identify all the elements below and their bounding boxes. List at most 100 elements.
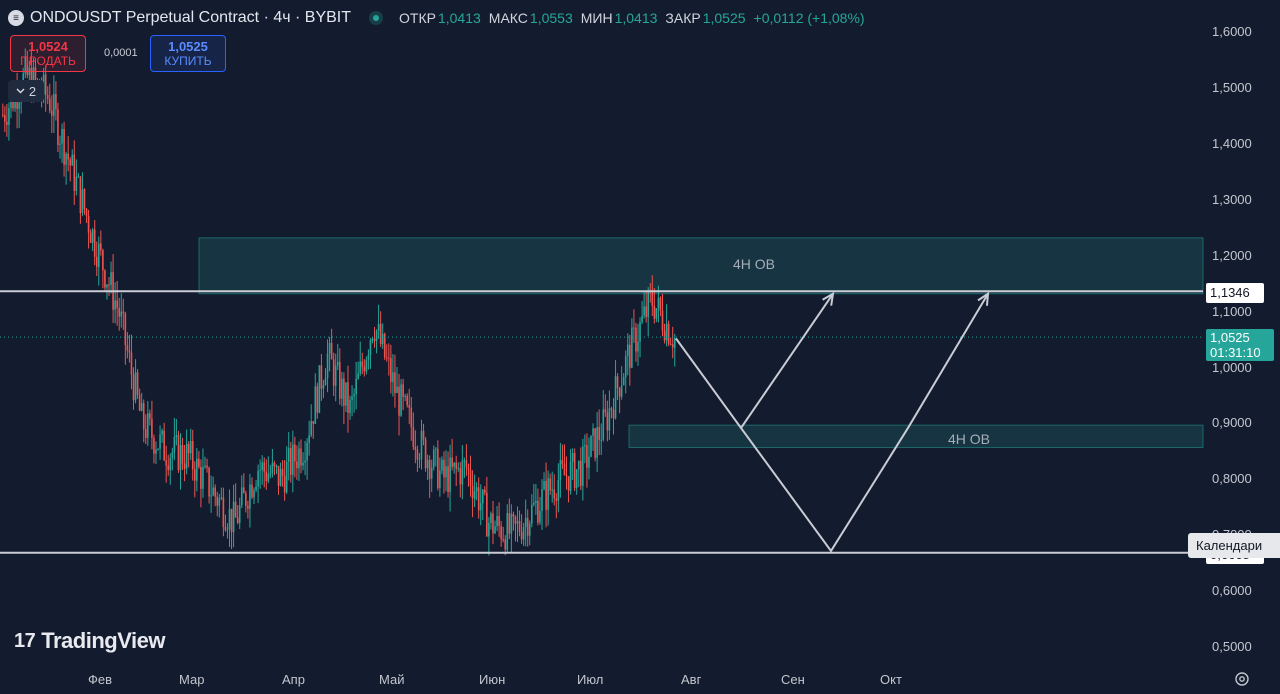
candle-body: [87, 215, 90, 233]
candle-body: [598, 427, 600, 441]
time-tick: Мар: [179, 672, 205, 687]
candle-body: [667, 323, 670, 344]
candle-body: [351, 396, 353, 400]
candle-body: [210, 495, 212, 497]
candle-body: [588, 456, 590, 468]
candle-body: [61, 128, 63, 144]
candle-body: [528, 523, 531, 536]
candle-body: [567, 476, 570, 491]
candle-body: [114, 300, 116, 310]
price-axis[interactable]: 1,6000 1,5000 1,4000 1,3000 1,2000 1,100…: [1203, 0, 1280, 666]
candle-body: [661, 310, 664, 331]
candle-body: [647, 291, 650, 318]
candle-body: [169, 457, 172, 471]
candle-body: [136, 372, 139, 395]
candle-body: [398, 386, 400, 416]
time-axis[interactable]: Фев Мар Апр Май Июн Июл Авг Сен Окт: [0, 666, 1203, 694]
candle-body: [645, 306, 647, 318]
candle-body: [600, 439, 603, 441]
candle-body: [332, 359, 335, 386]
candle-body: [271, 462, 274, 474]
candle-body: [555, 498, 558, 501]
candle-body: [157, 448, 159, 450]
candle-body: [396, 386, 398, 394]
candle-body: [189, 440, 192, 454]
candle-body: [97, 243, 100, 267]
candle-body: [469, 469, 472, 486]
candle-body: [465, 460, 468, 468]
market-status-icon[interactable]: [369, 11, 384, 25]
lower-ob-label[interactable]: 4H OB: [948, 431, 991, 447]
candle-body: [93, 229, 96, 257]
candle-body: [590, 435, 592, 457]
candle-body: [226, 529, 229, 531]
candle-body: [651, 291, 654, 306]
candle-body: [639, 322, 641, 342]
symbol-header: ≡ ONDOUSDT Perpetual Contract · 4ч · BYB…: [8, 7, 873, 29]
candle-body: [57, 109, 59, 145]
tradingview-logo[interactable]: 17 TradingView: [14, 628, 165, 654]
candle-body: [202, 467, 204, 489]
candle-body: [451, 457, 453, 467]
candle-body: [265, 471, 268, 482]
candle-body: [441, 459, 443, 471]
candle-body: [171, 452, 174, 458]
candle-body: [44, 74, 47, 95]
candle-body: [328, 342, 331, 354]
candle-body: [416, 449, 419, 460]
candle-body: [361, 361, 364, 367]
candle-body: [655, 308, 658, 319]
close-value: 1,0525: [702, 10, 746, 26]
candle-body: [106, 284, 108, 288]
low-value: 1,0413: [614, 10, 658, 26]
candle-body: [434, 448, 437, 450]
candle-body: [502, 539, 504, 541]
candle-body: [524, 517, 527, 527]
upper-ob-label[interactable]: 4H OB: [733, 256, 776, 272]
indicators-collapse-button[interactable]: 2: [8, 80, 44, 102]
symbol-title[interactable]: ONDOUSDT Perpetual Contract · 4ч · BYBIT: [30, 9, 352, 26]
time-tick: Окт: [880, 672, 902, 687]
candle-body: [459, 468, 462, 485]
buy-button[interactable]: 1,0525 КУПИТЬ: [150, 35, 226, 72]
candle-body: [404, 395, 406, 397]
candle-body: [604, 409, 607, 413]
candle-body: [449, 457, 451, 493]
candle-body: [130, 352, 133, 375]
candle-body: [439, 470, 441, 489]
sell-label: ПРОДАТЬ: [20, 54, 76, 68]
candle-body: [334, 365, 337, 386]
candle-body: [118, 307, 121, 317]
order-block-zone: [628, 424, 1204, 449]
candle-body: [477, 487, 480, 511]
candle-body: [102, 250, 104, 271]
candle-body: [108, 284, 110, 286]
calendar-tooltip[interactable]: Календари: [1188, 533, 1280, 558]
candle-body: [304, 460, 306, 463]
candle-body: [486, 492, 488, 537]
time-tick: Апр: [282, 672, 305, 687]
symbol-logo-icon[interactable]: ≡: [8, 10, 24, 26]
candle-body: [159, 434, 161, 449]
candle-body: [200, 466, 202, 489]
candle-body: [418, 459, 421, 461]
candle-body: [624, 355, 627, 378]
candle-body: [565, 475, 568, 477]
candle-body: [539, 510, 541, 523]
gear-icon[interactable]: [1233, 670, 1251, 688]
candle-body: [494, 526, 496, 534]
candle-body: [308, 435, 310, 443]
candle-body: [236, 517, 239, 524]
candle-body: [522, 526, 525, 540]
candle-body: [222, 497, 225, 528]
candle-body: [214, 487, 217, 497]
candle-body: [671, 344, 674, 348]
candle-body: [259, 469, 261, 471]
candle-body: [279, 469, 282, 486]
sell-button[interactable]: 1,0524 ПРОДАТЬ: [10, 35, 86, 72]
candle-body: [488, 523, 490, 537]
candle-body: [230, 508, 233, 533]
candle-body: [518, 520, 521, 532]
